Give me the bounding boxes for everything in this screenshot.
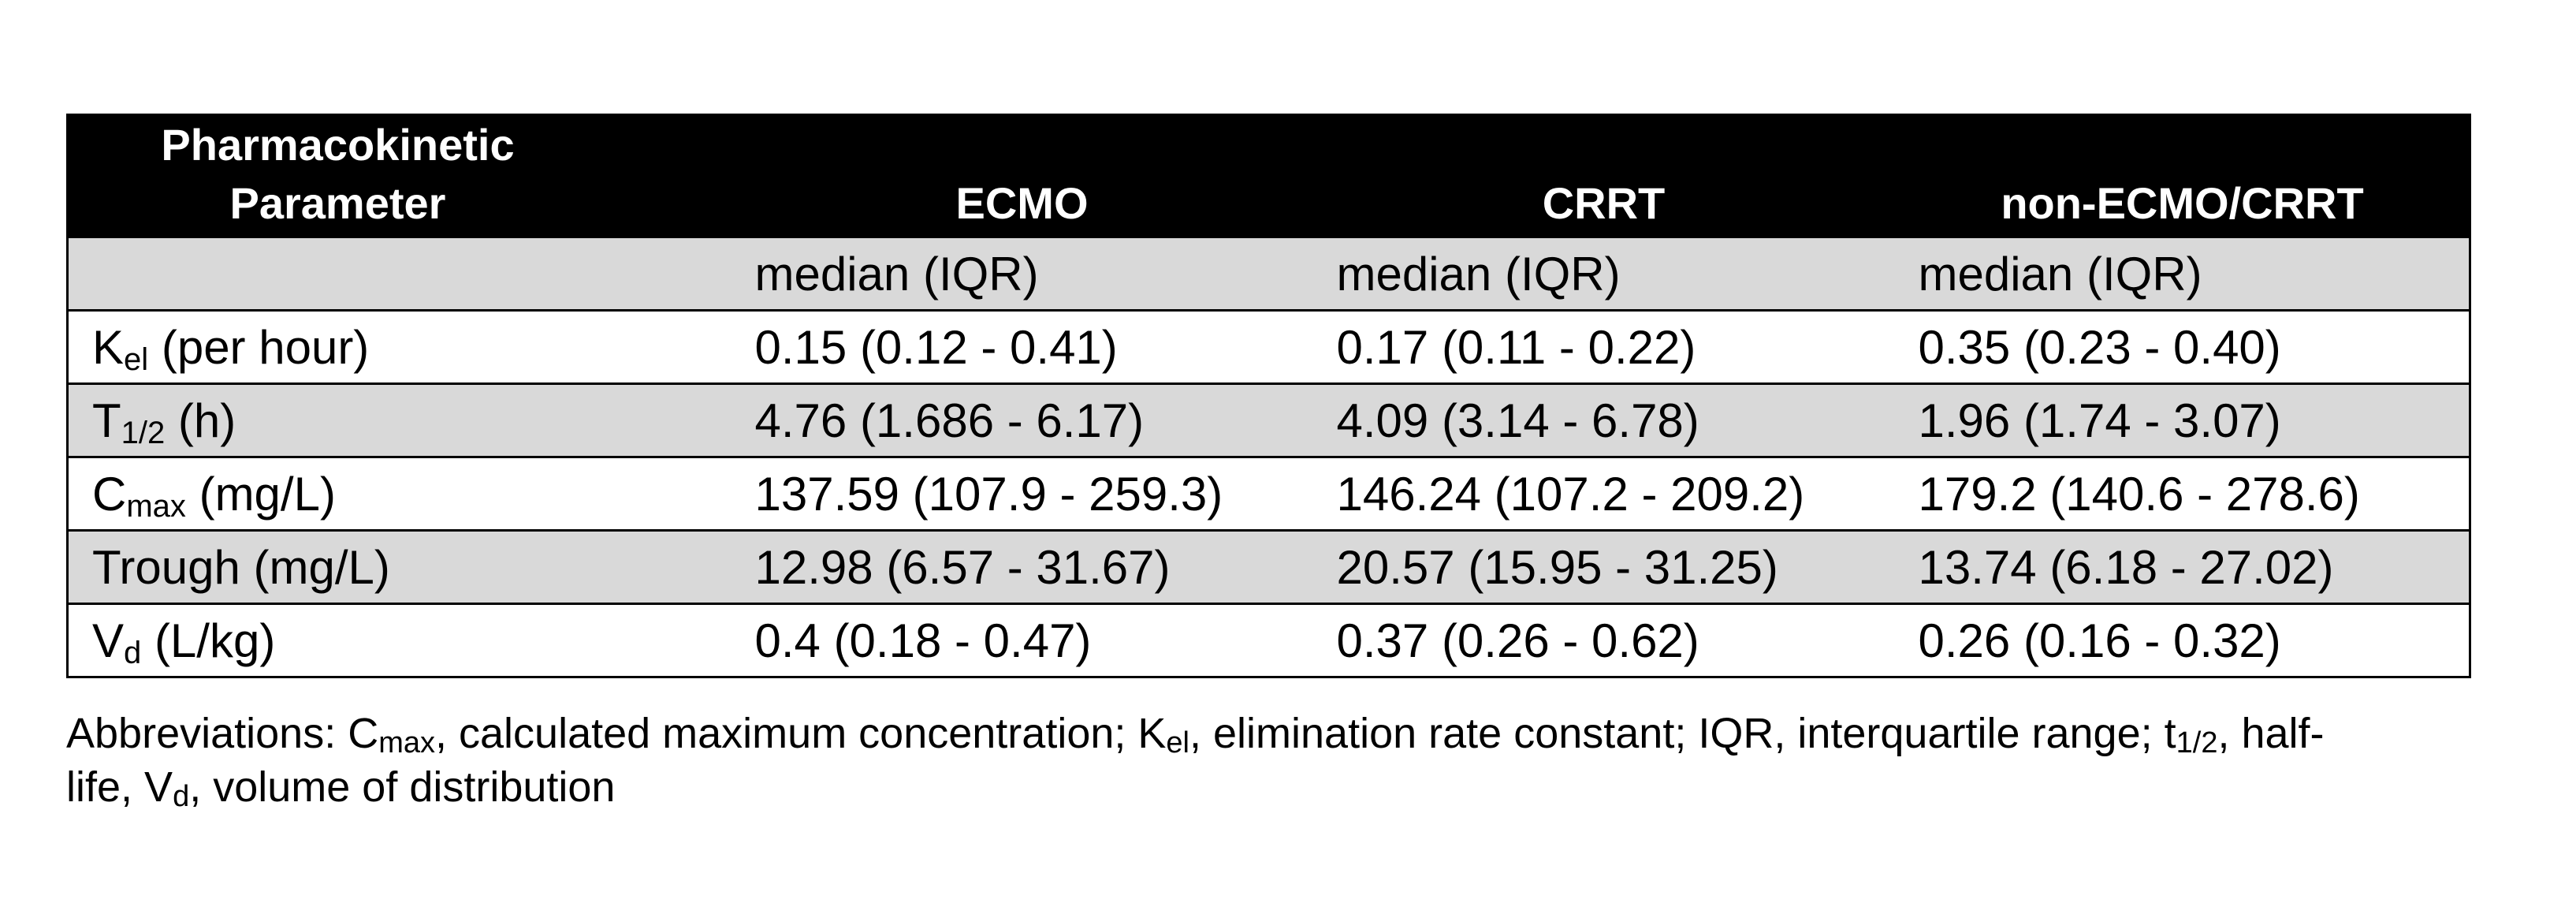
subheader-parameter (66, 236, 731, 312)
subheader-row: median (IQR) median (IQR) median (IQR) (66, 236, 2471, 312)
cell-non-ecmo-crrt: 0.26 (0.16 - 0.32) (1894, 603, 2471, 678)
cell-crrt: 0.37 (0.26 - 0.62) (1312, 603, 1895, 678)
table-row: Cmax (mg/L) 137.59 (107.9 - 259.3) 146.2… (66, 456, 2471, 532)
cell-crrt: 4.09 (3.14 - 6.78) (1312, 382, 1895, 458)
table-row: Trough (mg/L) 12.98 (6.57 - 31.67) 20.57… (66, 529, 2471, 605)
subheader-crrt: median (IQR) (1312, 236, 1895, 312)
header-non-ecmo-crrt: non-ECMO/CRRT (1893, 114, 2471, 238)
cell-crrt: 0.17 (0.11 - 0.22) (1312, 309, 1895, 385)
header-ecmo: ECMO (730, 114, 1314, 238)
cell-ecmo: 12.98 (6.57 - 31.67) (731, 529, 1313, 605)
header-crrt: CRRT (1312, 114, 1896, 238)
table-row: Kel (per hour) 0.15 (0.12 - 0.41) 0.17 (… (66, 309, 2471, 385)
subheader-ecmo: median (IQR) (731, 236, 1313, 312)
table-row: T1/2 (h) 4.76 (1.686 - 6.17) 4.09 (3.14 … (66, 382, 2471, 458)
row-parameter: T1/2 (h) (66, 382, 731, 458)
cell-non-ecmo-crrt: 13.74 (6.18 - 27.02) (1894, 529, 2471, 605)
subheader-non-ecmo-crrt: median (IQR) (1894, 236, 2471, 312)
row-parameter: Vd (L/kg) (66, 603, 731, 678)
header-parameter-line2: Parameter (229, 178, 446, 228)
cell-non-ecmo-crrt: 0.35 (0.23 - 0.40) (1894, 309, 2471, 385)
row-parameter: Kel (per hour) (66, 309, 731, 385)
cell-ecmo: 0.4 (0.18 - 0.47) (731, 603, 1313, 678)
cell-non-ecmo-crrt: 179.2 (140.6 - 278.6) (1894, 456, 2471, 532)
cell-ecmo: 4.76 (1.686 - 6.17) (731, 382, 1313, 458)
row-parameter: Trough (mg/L) (66, 529, 731, 605)
row-parameter: Cmax (mg/L) (66, 456, 731, 532)
cell-crrt: 20.57 (15.95 - 31.25) (1312, 529, 1895, 605)
cell-crrt: 146.24 (107.2 - 209.2) (1312, 456, 1895, 532)
table-header-row: Pharmacokinetic Parameter ECMO CRRT non-… (66, 114, 2471, 238)
pk-table-container: Pharmacokinetic Parameter ECMO CRRT non-… (66, 114, 2471, 678)
pharmacokinetic-table: Pharmacokinetic Parameter ECMO CRRT non-… (66, 114, 2471, 678)
abbreviations-footnote: Abbreviations: Cmax, calculated maximum … (66, 710, 2325, 813)
header-parameter: Pharmacokinetic Parameter (66, 114, 732, 238)
cell-ecmo: 137.59 (107.9 - 259.3) (731, 456, 1313, 532)
header-parameter-line1: Pharmacokinetic (161, 120, 515, 170)
cell-ecmo: 0.15 (0.12 - 0.41) (731, 309, 1313, 385)
cell-non-ecmo-crrt: 1.96 (1.74 - 3.07) (1894, 382, 2471, 458)
table-row: Vd (L/kg) 0.4 (0.18 - 0.47) 0.37 (0.26 -… (66, 603, 2471, 678)
